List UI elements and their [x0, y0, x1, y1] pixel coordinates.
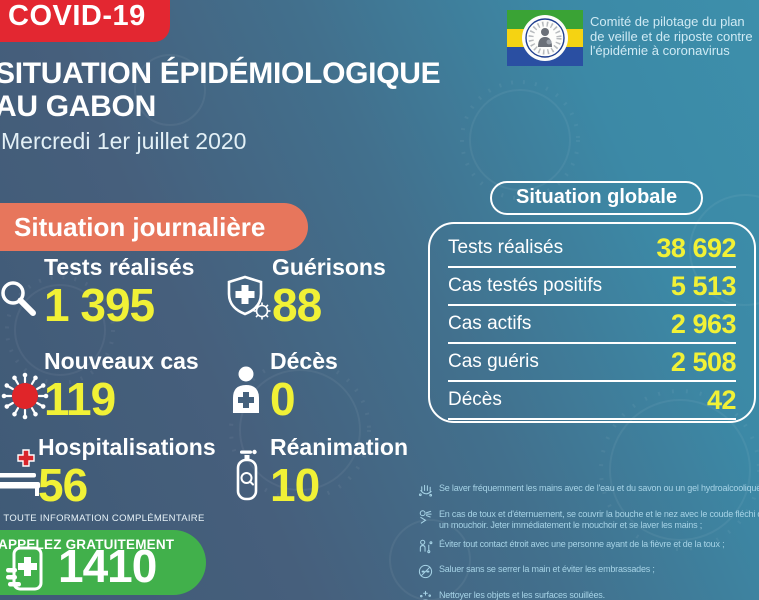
list-item: Saluer sans se serrer la main et éviter …	[418, 564, 759, 583]
advice-text: En cas de toux et d'éternuement, se couv…	[439, 508, 759, 531]
advice-text: Éviter tout contact étroit avec une pers…	[439, 538, 725, 549]
advice-text: Se laver fréquemment les mains avec de l…	[439, 483, 759, 493]
oxygen-tank-icon	[234, 447, 262, 506]
date-text: Mercredi 1er juillet 2020	[1, 128, 247, 154]
fever-contact-icon	[418, 539, 433, 558]
stat-label: Réanimation	[270, 434, 409, 460]
hotline-banner: APPELEZ GRATUITEMENT 1410	[0, 530, 206, 595]
committee-line: l'épidémie à coronavirus	[590, 43, 730, 58]
table-row: Tests réalisés 38 692	[448, 230, 736, 268]
row-label: Cas guéris	[448, 351, 539, 372]
stat-value: 0	[270, 373, 296, 425]
hotline-number: 1410	[58, 540, 157, 592]
advice-text: Nettoyer les objets et les surfaces soui…	[439, 589, 605, 600]
row-value: 2 963	[670, 308, 737, 339]
stat-label: Hospitalisations	[38, 434, 216, 460]
hospital-bed-icon	[0, 445, 42, 502]
committee-line: Comité de pilotage du plan	[590, 14, 745, 29]
table-row: Cas testés positifs 5 513	[448, 268, 737, 306]
stat-value: 56	[38, 459, 88, 511]
stat-label: Tests réalisés	[44, 254, 195, 280]
committee-line: de veille et de riposte contre	[590, 28, 753, 44]
list-item: Se laver fréquemment les mains avec de l…	[418, 483, 759, 502]
hand-wash-icon	[418, 483, 433, 502]
table-row: Décès 42	[448, 382, 737, 420]
row-value: 5 513	[670, 270, 737, 301]
covid-badge: COVID-19	[0, 0, 170, 42]
phone-cross-icon	[0, 545, 50, 598]
stat-label: Nouveaux cas	[44, 348, 199, 374]
row-label: Décès	[448, 389, 502, 410]
stat-value: 119	[44, 373, 116, 425]
sneeze-elbow-icon	[418, 509, 433, 528]
page-title: SITUATION ÉPIDÉMIOLOGIQUE AU GABON	[0, 57, 441, 123]
daily-section-title: Situation journalière	[0, 203, 308, 251]
row-label: Cas testés positifs	[448, 275, 603, 296]
row-label: Tests réalisés	[448, 237, 564, 258]
committee-name: Comité de pilotage du plan de veille et …	[590, 14, 753, 59]
stat-value: 1 395	[44, 279, 155, 331]
advice-text: Saluer sans se serrer la main et éviter …	[439, 564, 655, 574]
virus-icon	[0, 365, 50, 426]
global-section-title: Situation globale	[490, 181, 704, 215]
stat-nouveaux-cas: Nouveaux cas 119	[0, 348, 199, 422]
stat-value: 88	[272, 279, 322, 331]
list-item: Éviter tout contact étroit avec une pers…	[418, 539, 759, 558]
stat-label: Guérisons	[272, 254, 386, 280]
row-label: Cas actifs	[448, 313, 532, 334]
stat-value: 10	[270, 459, 320, 511]
list-item: Nettoyer les objets et les surfaces soui…	[418, 590, 759, 600]
hotline-note: POUR TOUTE INFORMATION COMPLÉMENTAIRE	[0, 513, 205, 524]
stat-guerisons: Guérisons 88	[224, 254, 386, 328]
gabon-flag-logo	[507, 10, 583, 67]
clean-surface-icon	[418, 590, 433, 600]
person-cross-icon	[230, 365, 264, 420]
stat-reanimation: Réanimation 10	[234, 434, 408, 508]
advice-list: Se laver fréquemment les mains avec de l…	[418, 483, 759, 600]
page-title-line2: AU GABON	[0, 90, 156, 123]
row-value: 38 692	[656, 232, 736, 263]
stat-deces: Décès 0	[230, 348, 338, 422]
no-handshake-icon	[418, 564, 433, 583]
row-value: 42	[706, 384, 737, 415]
stat-hospitalisations: Hospitalisations 56	[0, 434, 216, 508]
hotline-cta: APPELEZ GRATUITEMENT	[0, 537, 175, 552]
table-row: Cas actifs 2 963	[448, 306, 737, 344]
list-item: En cas de toux et d'éternuement, se couv…	[418, 509, 759, 532]
stat-tests-realises: Tests réalisés 1 395	[0, 254, 195, 331]
seal-emblem-icon	[525, 18, 565, 58]
shield-cross-icon	[224, 273, 272, 326]
magnifier-icon	[0, 279, 40, 326]
gabon-seal	[522, 15, 568, 61]
page-title-line1: SITUATION ÉPIDÉMIOLOGIQUE	[0, 57, 441, 90]
global-table: Tests réalisés 38 692 Cas testés positif…	[428, 222, 756, 423]
row-value: 2 508	[670, 346, 737, 377]
stat-label: Décès	[270, 348, 338, 374]
table-row: Cas guéris 2 508	[448, 344, 737, 382]
